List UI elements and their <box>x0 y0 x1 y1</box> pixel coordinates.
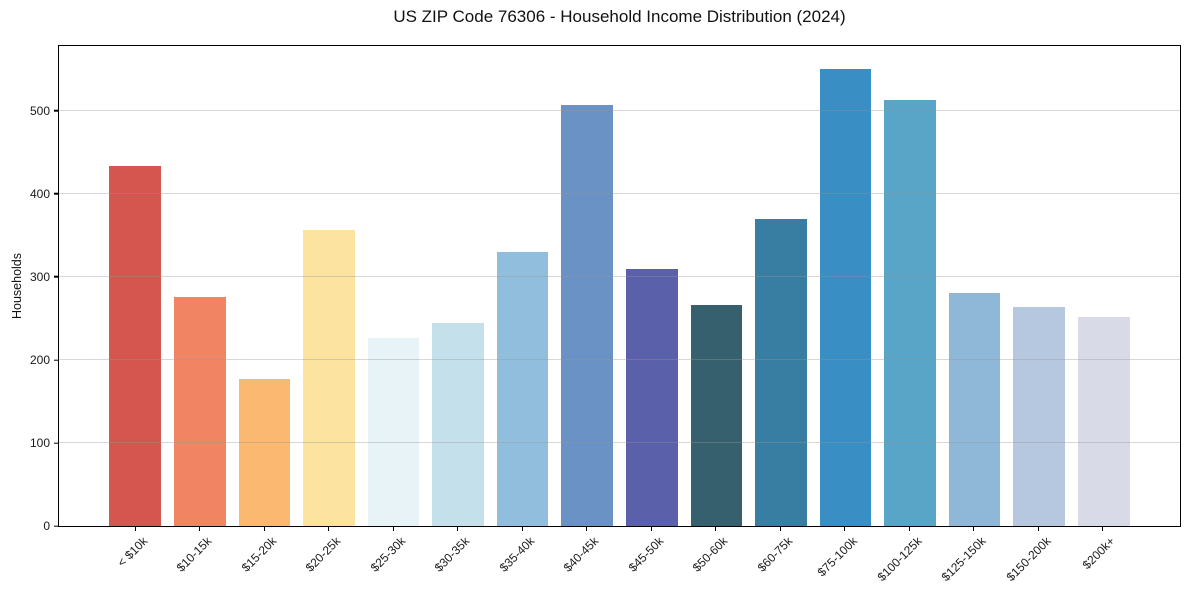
x-tick-mark <box>1037 526 1039 531</box>
bars-layer <box>59 46 1180 526</box>
bar-60-75k <box>755 218 807 526</box>
bar-25-30k <box>367 337 420 526</box>
y-tick-label-400: 400 <box>29 186 50 201</box>
x-tick-label: $150-200k <box>1003 534 1054 585</box>
x-tick-label: $20-25k <box>303 534 344 575</box>
bar-50-60k <box>690 305 743 526</box>
bar-10k <box>109 166 162 526</box>
x-tick-label: $30-35k <box>432 534 473 575</box>
y-tick-label-300: 300 <box>29 269 50 284</box>
x-tick-mark <box>779 526 781 531</box>
bar-slot <box>361 46 426 526</box>
x-tick-label: $60-75k <box>754 534 796 575</box>
x-tick-label: $125-150k <box>938 534 989 585</box>
x-tick-label: $50-60k <box>690 534 731 575</box>
bar-100-125k <box>884 99 936 526</box>
x-tick-mark <box>908 526 910 531</box>
bar-slot <box>426 46 491 526</box>
bar-slot <box>168 46 233 526</box>
x-tick-mark <box>134 526 136 531</box>
bar-35-40k <box>496 251 549 526</box>
y-tick-mark-100 <box>54 442 59 444</box>
y-tick-label-200: 200 <box>29 352 50 367</box>
x-tick-label: $10-15k <box>174 534 215 575</box>
bar-45-50k <box>625 268 678 526</box>
bar-15-20k <box>238 379 291 526</box>
plot-area: 0 100 200 300 400 500 < $10k $10-15k $15-20k $20… <box>30 45 1181 584</box>
bar-150-200k <box>1013 306 1065 526</box>
y-tick-label-500: 500 <box>29 103 50 118</box>
chart-title: US ZIP Code 76306 - Household Income Dis… <box>393 7 846 26</box>
x-tick-label: $100-125k <box>874 534 925 585</box>
bar-slot <box>684 46 749 526</box>
x-tick-mark <box>586 526 588 531</box>
bar-125-150k <box>948 293 1001 526</box>
bar-slot <box>103 46 168 526</box>
bar-slot <box>232 46 297 526</box>
bar-75-100k <box>819 69 872 526</box>
x-tick-mark <box>1102 526 1104 531</box>
x-tick-mark <box>521 526 523 531</box>
x-tick-mark <box>844 526 846 531</box>
bar-200k <box>1077 316 1130 526</box>
bar-30-35k <box>432 322 484 526</box>
y-tick-mark-200 <box>54 359 59 361</box>
x-tick-mark <box>973 526 975 531</box>
bar-slot <box>813 46 878 526</box>
bar-slot <box>297 46 362 526</box>
y-tick-label-100: 100 <box>29 435 50 450</box>
bar-slot <box>749 46 814 526</box>
x-tick-label: $35-40k <box>496 534 538 575</box>
y-tick-mark-0 <box>54 525 59 527</box>
bar-slot <box>620 46 685 526</box>
x-tick-mark <box>650 526 652 531</box>
x-tick-label: $200k+ <box>1079 534 1118 572</box>
x-tick-label: < $10k <box>114 534 151 570</box>
x-tick-label: $45-50k <box>625 534 667 575</box>
bar-slot <box>490 46 555 526</box>
x-tick-label: $15-20k <box>238 534 280 575</box>
y-tick-mark-300 <box>54 276 59 278</box>
bar-slot <box>1071 46 1136 526</box>
y-tick-mark-500 <box>54 110 59 112</box>
bar-slot <box>555 46 620 526</box>
x-tick-label: $25-30k <box>367 534 409 575</box>
y-tick-mark-400 <box>54 193 59 195</box>
x-tick-label: $40-45k <box>561 534 602 575</box>
x-tick-mark <box>392 526 394 531</box>
x-tick-mark <box>263 526 265 531</box>
x-tick-label: $75-100k <box>814 534 860 580</box>
bar-10-15k <box>174 296 226 526</box>
bar-slot <box>1007 46 1072 526</box>
bar-20-25k <box>303 230 355 526</box>
bar-40-45k <box>561 104 614 526</box>
y-tick-label-0: 0 <box>43 519 50 533</box>
bar-slot <box>942 46 1007 526</box>
y-axis-label: Households <box>10 252 24 320</box>
x-tick-mark <box>199 526 201 531</box>
x-tick-mark <box>715 526 717 531</box>
bar-slot <box>878 46 943 526</box>
x-tick-mark <box>457 526 459 531</box>
x-tick-mark <box>328 526 330 531</box>
